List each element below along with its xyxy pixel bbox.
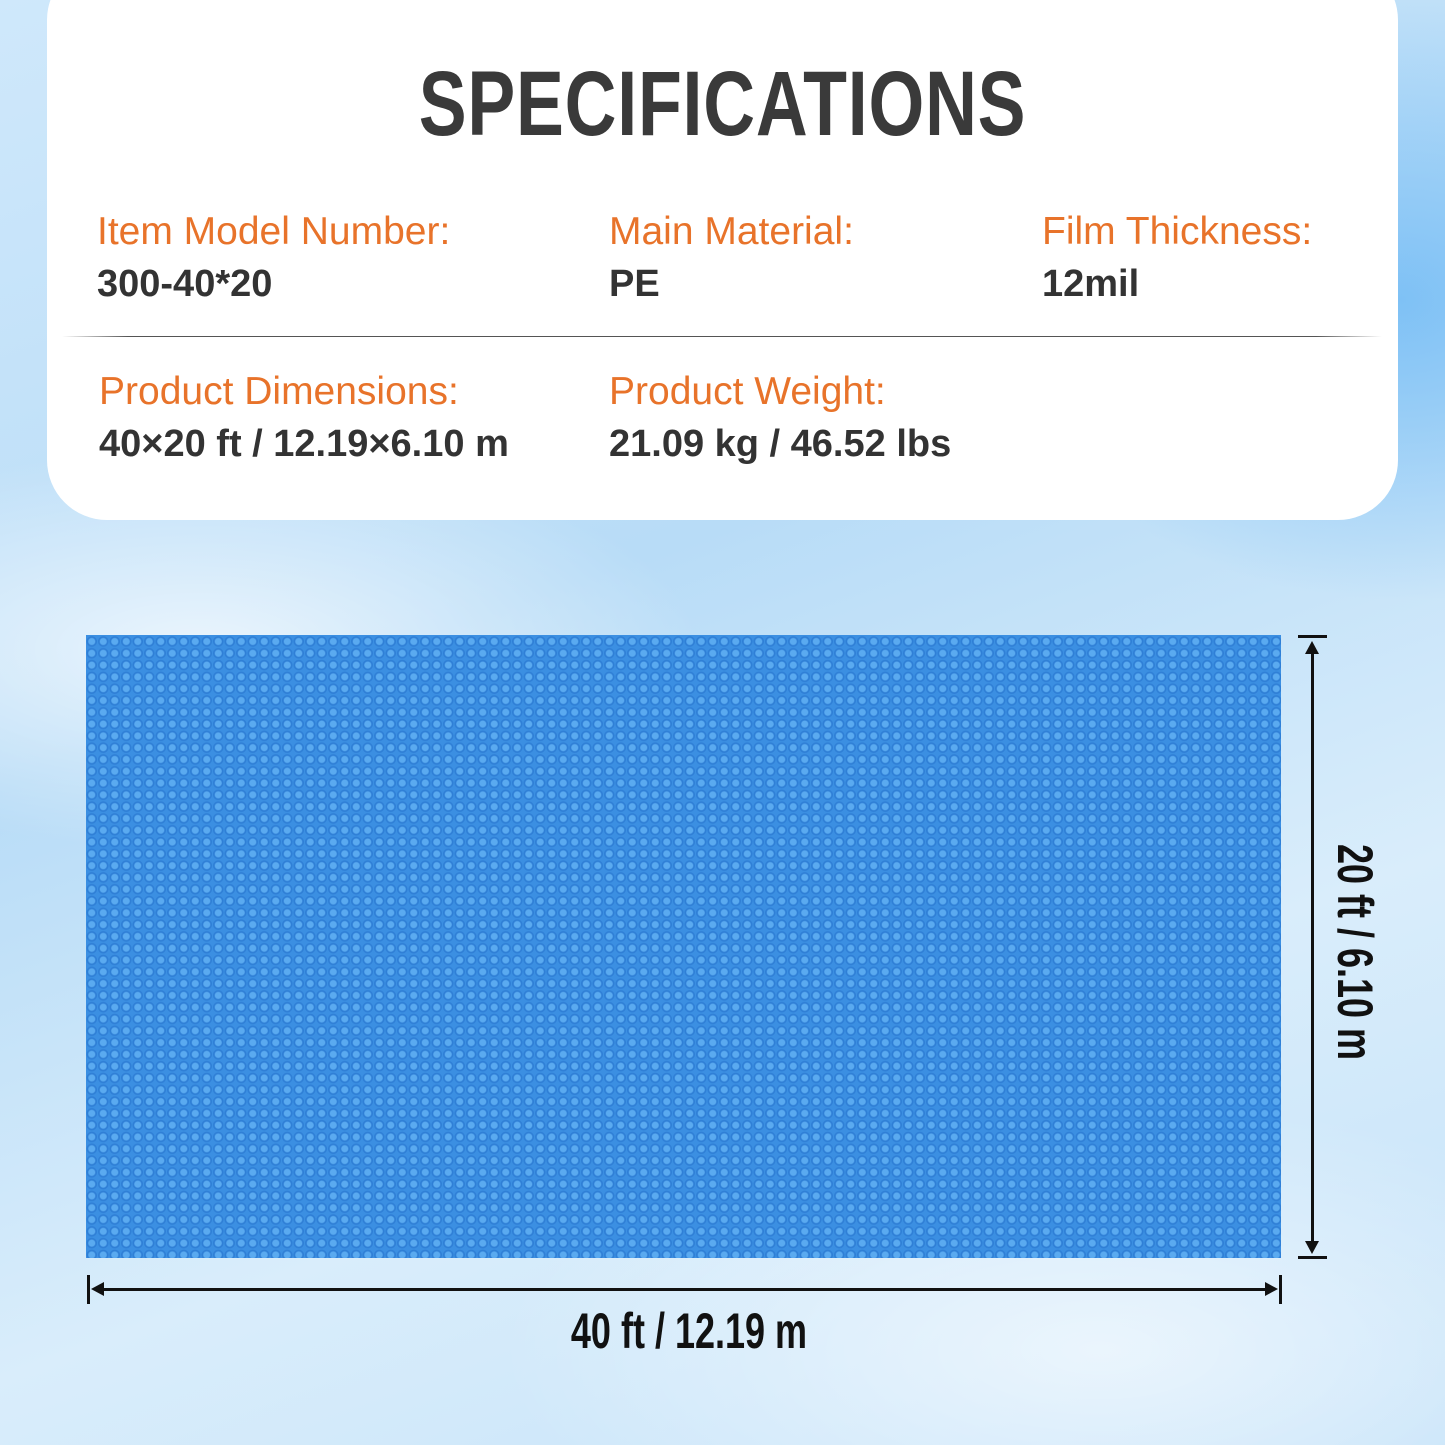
spec-value-weight: 21.09 kg / 46.52 lbs	[609, 423, 952, 465]
height-label: 20 ft / 6.10 m	[1327, 843, 1383, 1061]
arrow-left-icon	[91, 1282, 104, 1296]
spec-label-material: Main Material:	[609, 210, 854, 253]
spec-value-thickness: 12mil	[1042, 263, 1140, 305]
arrow-up-icon	[1305, 641, 1319, 654]
width-label: 40 ft / 12.19 m	[0, 1302, 1378, 1360]
width-dimension-line	[100, 1288, 1268, 1291]
dim-cap-right	[1279, 1275, 1282, 1304]
arrow-down-icon	[1305, 1241, 1319, 1254]
height-dimension-line	[1311, 650, 1314, 1242]
divider	[62, 336, 1382, 337]
page-title: SPECIFICATIONS	[0, 52, 1445, 157]
dim-cap-bottom	[1298, 1256, 1327, 1259]
spec-value-model: 300-40*20	[97, 263, 273, 305]
spec-label-thickness: Film Thickness:	[1042, 210, 1313, 253]
spec-value-dimensions: 40×20 ft / 12.19×6.10 m	[99, 423, 509, 465]
dim-cap-top	[1298, 635, 1327, 638]
spec-card	[47, 0, 1398, 520]
spec-value-material: PE	[609, 263, 660, 305]
width-label-text: 40 ft / 12.19 m	[570, 1303, 808, 1359]
pool-cover-image	[86, 635, 1281, 1258]
spec-label-model: Item Model Number:	[97, 210, 451, 253]
title-text: SPECIFICATIONS	[418, 53, 1027, 155]
spec-label-dimensions: Product Dimensions:	[99, 370, 459, 413]
arrow-right-icon	[1265, 1282, 1278, 1296]
spec-label-weight: Product Weight:	[609, 370, 886, 413]
dim-cap-left	[87, 1275, 90, 1304]
